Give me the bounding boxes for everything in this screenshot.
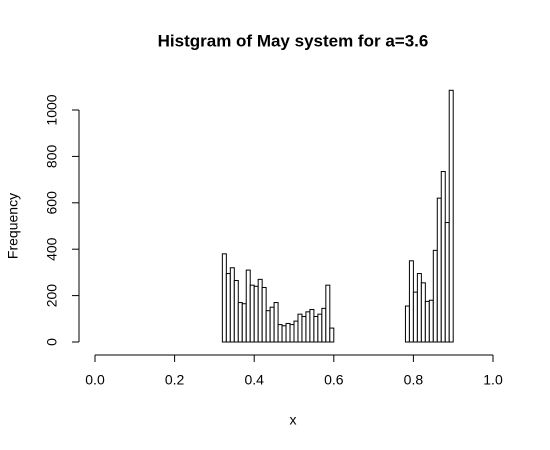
y-tick-label: 1000 [44,94,60,125]
bar [281,325,287,343]
bar [237,302,243,343]
bar [404,305,410,343]
bar [301,315,307,343]
bar [233,280,239,343]
bar [225,273,231,343]
bar [241,303,247,343]
bar [285,322,291,343]
y-tick-label: 800 [44,145,60,169]
bar [221,253,227,343]
bar [261,286,267,343]
bar [440,170,446,343]
y-tick-label: 400 [44,237,60,261]
x-tick-label: 1.0 [483,372,503,388]
bar [269,306,275,343]
x-tick-label: 0.4 [244,372,264,388]
bar [329,327,335,343]
bar [229,267,235,343]
bar [313,315,319,343]
bar [325,284,331,343]
bar [249,284,255,343]
bar [305,311,311,343]
bar [420,282,426,343]
y-tick-label: 200 [44,284,60,308]
bar [408,260,414,343]
bar [257,278,263,343]
bar [448,89,454,343]
bar [309,309,315,343]
y-tick-label: 600 [44,191,60,215]
bar [321,307,327,343]
bar [253,285,259,343]
bar [416,273,422,343]
bar [245,269,251,343]
x-tick-label: 0.2 [165,372,185,388]
bar [444,222,450,343]
bar [277,324,283,343]
bar [273,302,279,343]
bar [289,324,295,343]
y-tick-label: 0 [44,338,60,346]
bar [432,249,438,343]
bar [428,299,434,343]
bar [293,320,299,343]
y-axis-label: Frequency [5,193,21,259]
bar [436,197,442,343]
bar [412,291,418,343]
x-tick-label: 0.8 [404,372,424,388]
bar [265,310,271,343]
x-tick-label: 0.6 [324,372,344,388]
bar [317,313,323,343]
x-tick-label: 0.0 [85,372,105,388]
bar [424,300,430,343]
bar [297,313,303,343]
chart-title: Histgram of May system for a=3.6 [158,31,429,50]
x-axis-label: x [290,412,297,428]
